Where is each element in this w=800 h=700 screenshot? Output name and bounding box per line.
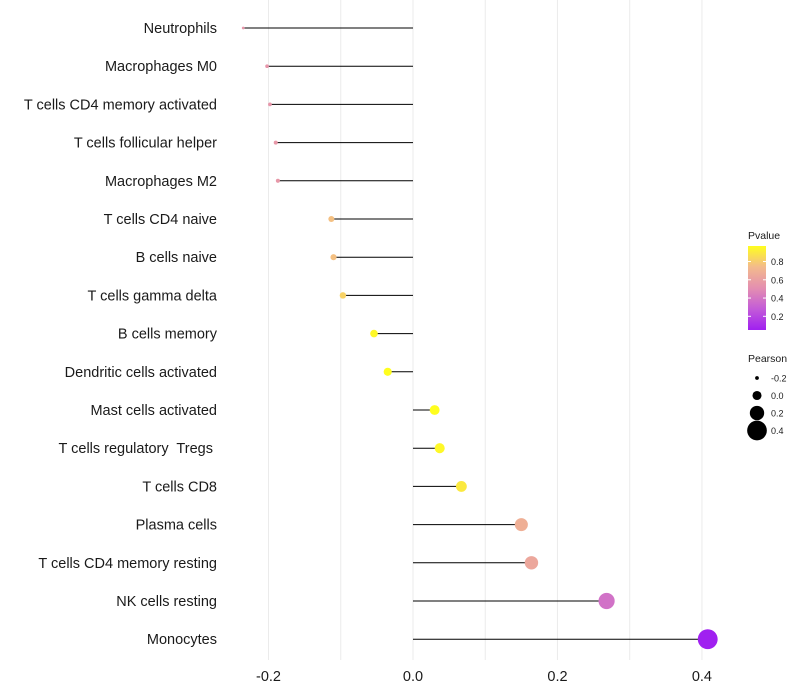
x-tick-label: 0.0 (403, 669, 423, 685)
lollipop-point (268, 102, 272, 107)
x-tick-label: 0.2 (547, 669, 567, 685)
x-tick-label: -0.2 (256, 669, 281, 685)
pvalue-legend-title: Pvalue (748, 230, 780, 242)
category-label: Monocytes (147, 632, 217, 648)
category-label: B cells memory (118, 327, 218, 343)
lollipop-point (275, 178, 280, 183)
pearson-legend-dot (752, 390, 762, 401)
lollipop-point (339, 292, 347, 299)
category-labels: Neutrophils Macrophages M0 T cells CD4 mem… (24, 21, 218, 648)
pearson-legend-dot (749, 405, 765, 421)
lollipop-point (265, 64, 269, 69)
category-label: B cells naive (136, 250, 217, 266)
pvalue-legend-ticks: 0.8 0.6 0.4 0.2 (748, 257, 784, 322)
category-label: Mast cells activated (90, 403, 217, 419)
pearson-legend-label: -0.2 (771, 374, 787, 384)
pearson-legend-label: 0.4 (771, 426, 784, 436)
category-label: T cells CD8 (142, 479, 217, 495)
category-label: T cells CD4 memory activated (24, 97, 217, 113)
category-label: T cells CD4 naive (104, 212, 217, 228)
lollipop-point (328, 215, 335, 223)
category-label: Macrophages M2 (105, 174, 217, 190)
pearson-legend-label: 0.0 (771, 391, 784, 401)
lollipop-point (514, 518, 528, 532)
category-label: Plasma cells (136, 518, 217, 534)
lollipop-point (598, 592, 615, 610)
stem-layer (243, 27, 708, 640)
pvalue-legend-label: 0.4 (771, 294, 784, 304)
x-tick-label: 0.4 (692, 669, 712, 685)
pvalue-colorbar (748, 246, 766, 330)
lollipop-point (455, 480, 467, 492)
pearson-legend-dot (755, 376, 759, 380)
pvalue-legend-label: 0.8 (771, 257, 784, 267)
lollipop-point (330, 254, 337, 261)
point-layer (241, 26, 718, 650)
category-label: NK cells resting (116, 594, 217, 610)
pearson-legend-keys: -0.2 0.0 0.2 0.4 (747, 374, 787, 441)
category-label: T cells regulatory Tregs (59, 441, 218, 457)
category-label: Dendritic cells activated (65, 365, 217, 381)
lollipop-point (241, 26, 245, 30)
lollipop-point (273, 140, 278, 145)
pvalue-legend-label: 0.6 (771, 275, 784, 285)
grid-layer (268, 0, 703, 660)
lollipop-point (434, 443, 445, 454)
pvalue-legend-label: 0.2 (771, 312, 784, 322)
pearson-legend-dot (747, 420, 767, 441)
category-label: T cells follicular helper (74, 136, 217, 152)
pearson-legend-title: Pearson (748, 353, 787, 365)
pvalue-legend: Pvalue 0.8 0.6 0.4 0.2 (748, 230, 784, 330)
category-label: Macrophages M0 (105, 59, 217, 75)
lollipop-point (524, 556, 539, 570)
lollipop-point (383, 367, 392, 376)
lollipop-point (697, 629, 718, 650)
x-axis-ticks: -0.2 0.0 0.2 0.4 (256, 669, 712, 685)
pearson-legend: Pearson -0.2 0.0 0.2 0.4 (747, 353, 787, 441)
lollipop-point (370, 329, 378, 338)
category-label: Neutrophils (144, 21, 217, 37)
category-label: T cells gamma delta (88, 288, 218, 304)
lollipop-point (429, 405, 440, 415)
category-label: T cells CD4 memory resting (38, 556, 217, 572)
pearson-legend-label: 0.2 (771, 409, 784, 419)
